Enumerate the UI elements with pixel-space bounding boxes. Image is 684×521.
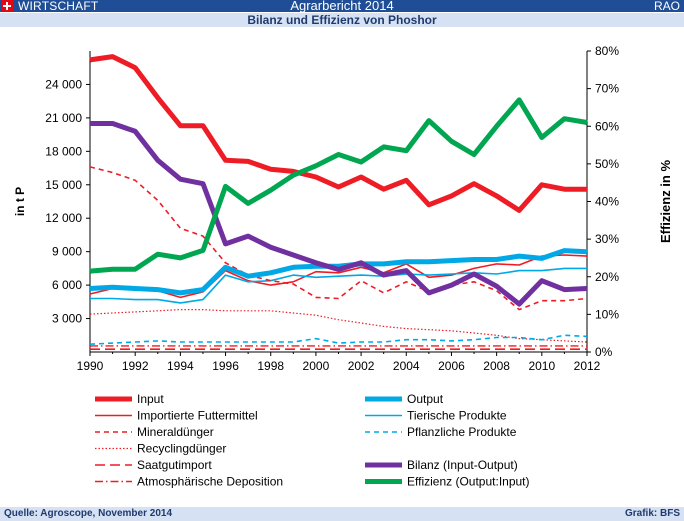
x-tick-label: 2012 (574, 359, 601, 373)
x-tick-label: 2006 (438, 359, 465, 373)
x-tick-label: 2002 (348, 359, 375, 373)
y-tick-label: 24 000 (45, 77, 82, 91)
x-tick-label: 2008 (483, 359, 510, 373)
legend-label: Bilanz (Input-Output) (407, 458, 518, 472)
y2-tick-label: 70% (595, 82, 619, 96)
series-line-tierische-produkte (90, 267, 587, 304)
series-line-input (89, 54, 587, 213)
y-tick-label: 12 000 (45, 211, 82, 225)
y-tick-label: 3 000 (52, 312, 82, 326)
legend-label: Effizienz (Output:Input) (407, 475, 530, 489)
y2-tick-label: 20% (595, 270, 619, 284)
report-title: Agrarbericht 2014 (290, 0, 394, 13)
y2-tick-label: 40% (595, 195, 619, 209)
swiss-flag-icon (1, 0, 13, 12)
y-axis-title: in t P (13, 187, 27, 216)
legend-label: Output (407, 392, 444, 406)
y-tick-label: 9 000 (52, 245, 82, 259)
legend-label: Mineraldünger (137, 425, 214, 439)
x-tick-label: 1994 (167, 359, 194, 373)
legend-label: Importierte Futtermittel (137, 409, 258, 423)
legend-label: Input (137, 392, 164, 406)
legend-label: Recyclingdünger (137, 442, 226, 456)
x-tick-label: 1996 (212, 359, 239, 373)
graphic-credit: Grafik: BFS (624, 508, 680, 519)
source-note: Quelle: Agroscope, November 2014 (4, 508, 173, 519)
y2-tick-label: 0% (595, 345, 613, 359)
legend-label: Saatgutimport (137, 458, 212, 472)
y2-tick-label: 10% (595, 307, 619, 321)
y2-axis-title: Effizienz in % (658, 160, 673, 244)
y2-tick-label: 60% (595, 119, 619, 133)
y-tick-label: 6 000 (52, 278, 82, 292)
y-tick-label: 21 000 (45, 111, 82, 125)
series-line-bilanz-input-output- (90, 121, 588, 307)
x-tick-label: 1992 (122, 359, 149, 373)
y-tick-label: 15 000 (45, 178, 82, 192)
x-tick-label: 1998 (257, 359, 284, 373)
y2-tick-label: 50% (595, 157, 619, 171)
y2-tick-label: 30% (595, 232, 619, 246)
x-tick-label: 2000 (303, 359, 330, 373)
org-label: RAO (653, 0, 680, 13)
y2-tick-label: 80% (595, 44, 619, 58)
x-tick-label: 1990 (77, 359, 104, 373)
series-line-importierte-futtermittel (89, 254, 588, 299)
y-tick-label: 18 000 (45, 144, 82, 158)
legend-label: Pflanzliche Produkte (407, 425, 517, 439)
series-line-output (89, 248, 588, 296)
chart-title: Bilanz und Effizienz von Phoshor (0, 13, 684, 27)
footer-bar: Quelle: Agroscope, November 2014 Grafik:… (0, 507, 684, 521)
legend-label: Atmosphärische Deposition (137, 475, 283, 489)
series-line-minerald-nger (89, 166, 588, 311)
series-line-effizienz-output-input- (89, 97, 588, 274)
line-chart: 3 000 6 000 9 000 12 000 15 000 18 000 21 000 2… (13, 44, 673, 489)
top-bar: WIRTSCHAFT Agrarbericht 2014 RAO (0, 0, 684, 12)
series-line-pflanzliche-produkte (89, 334, 588, 345)
legend-label: Tierische Produkte (407, 409, 507, 423)
x-tick-label: 2004 (393, 359, 420, 373)
x-tick-label: 2010 (528, 359, 555, 373)
section-label: WIRTSCHAFT (18, 0, 99, 13)
series-line-recyclingd-nger (89, 309, 588, 343)
